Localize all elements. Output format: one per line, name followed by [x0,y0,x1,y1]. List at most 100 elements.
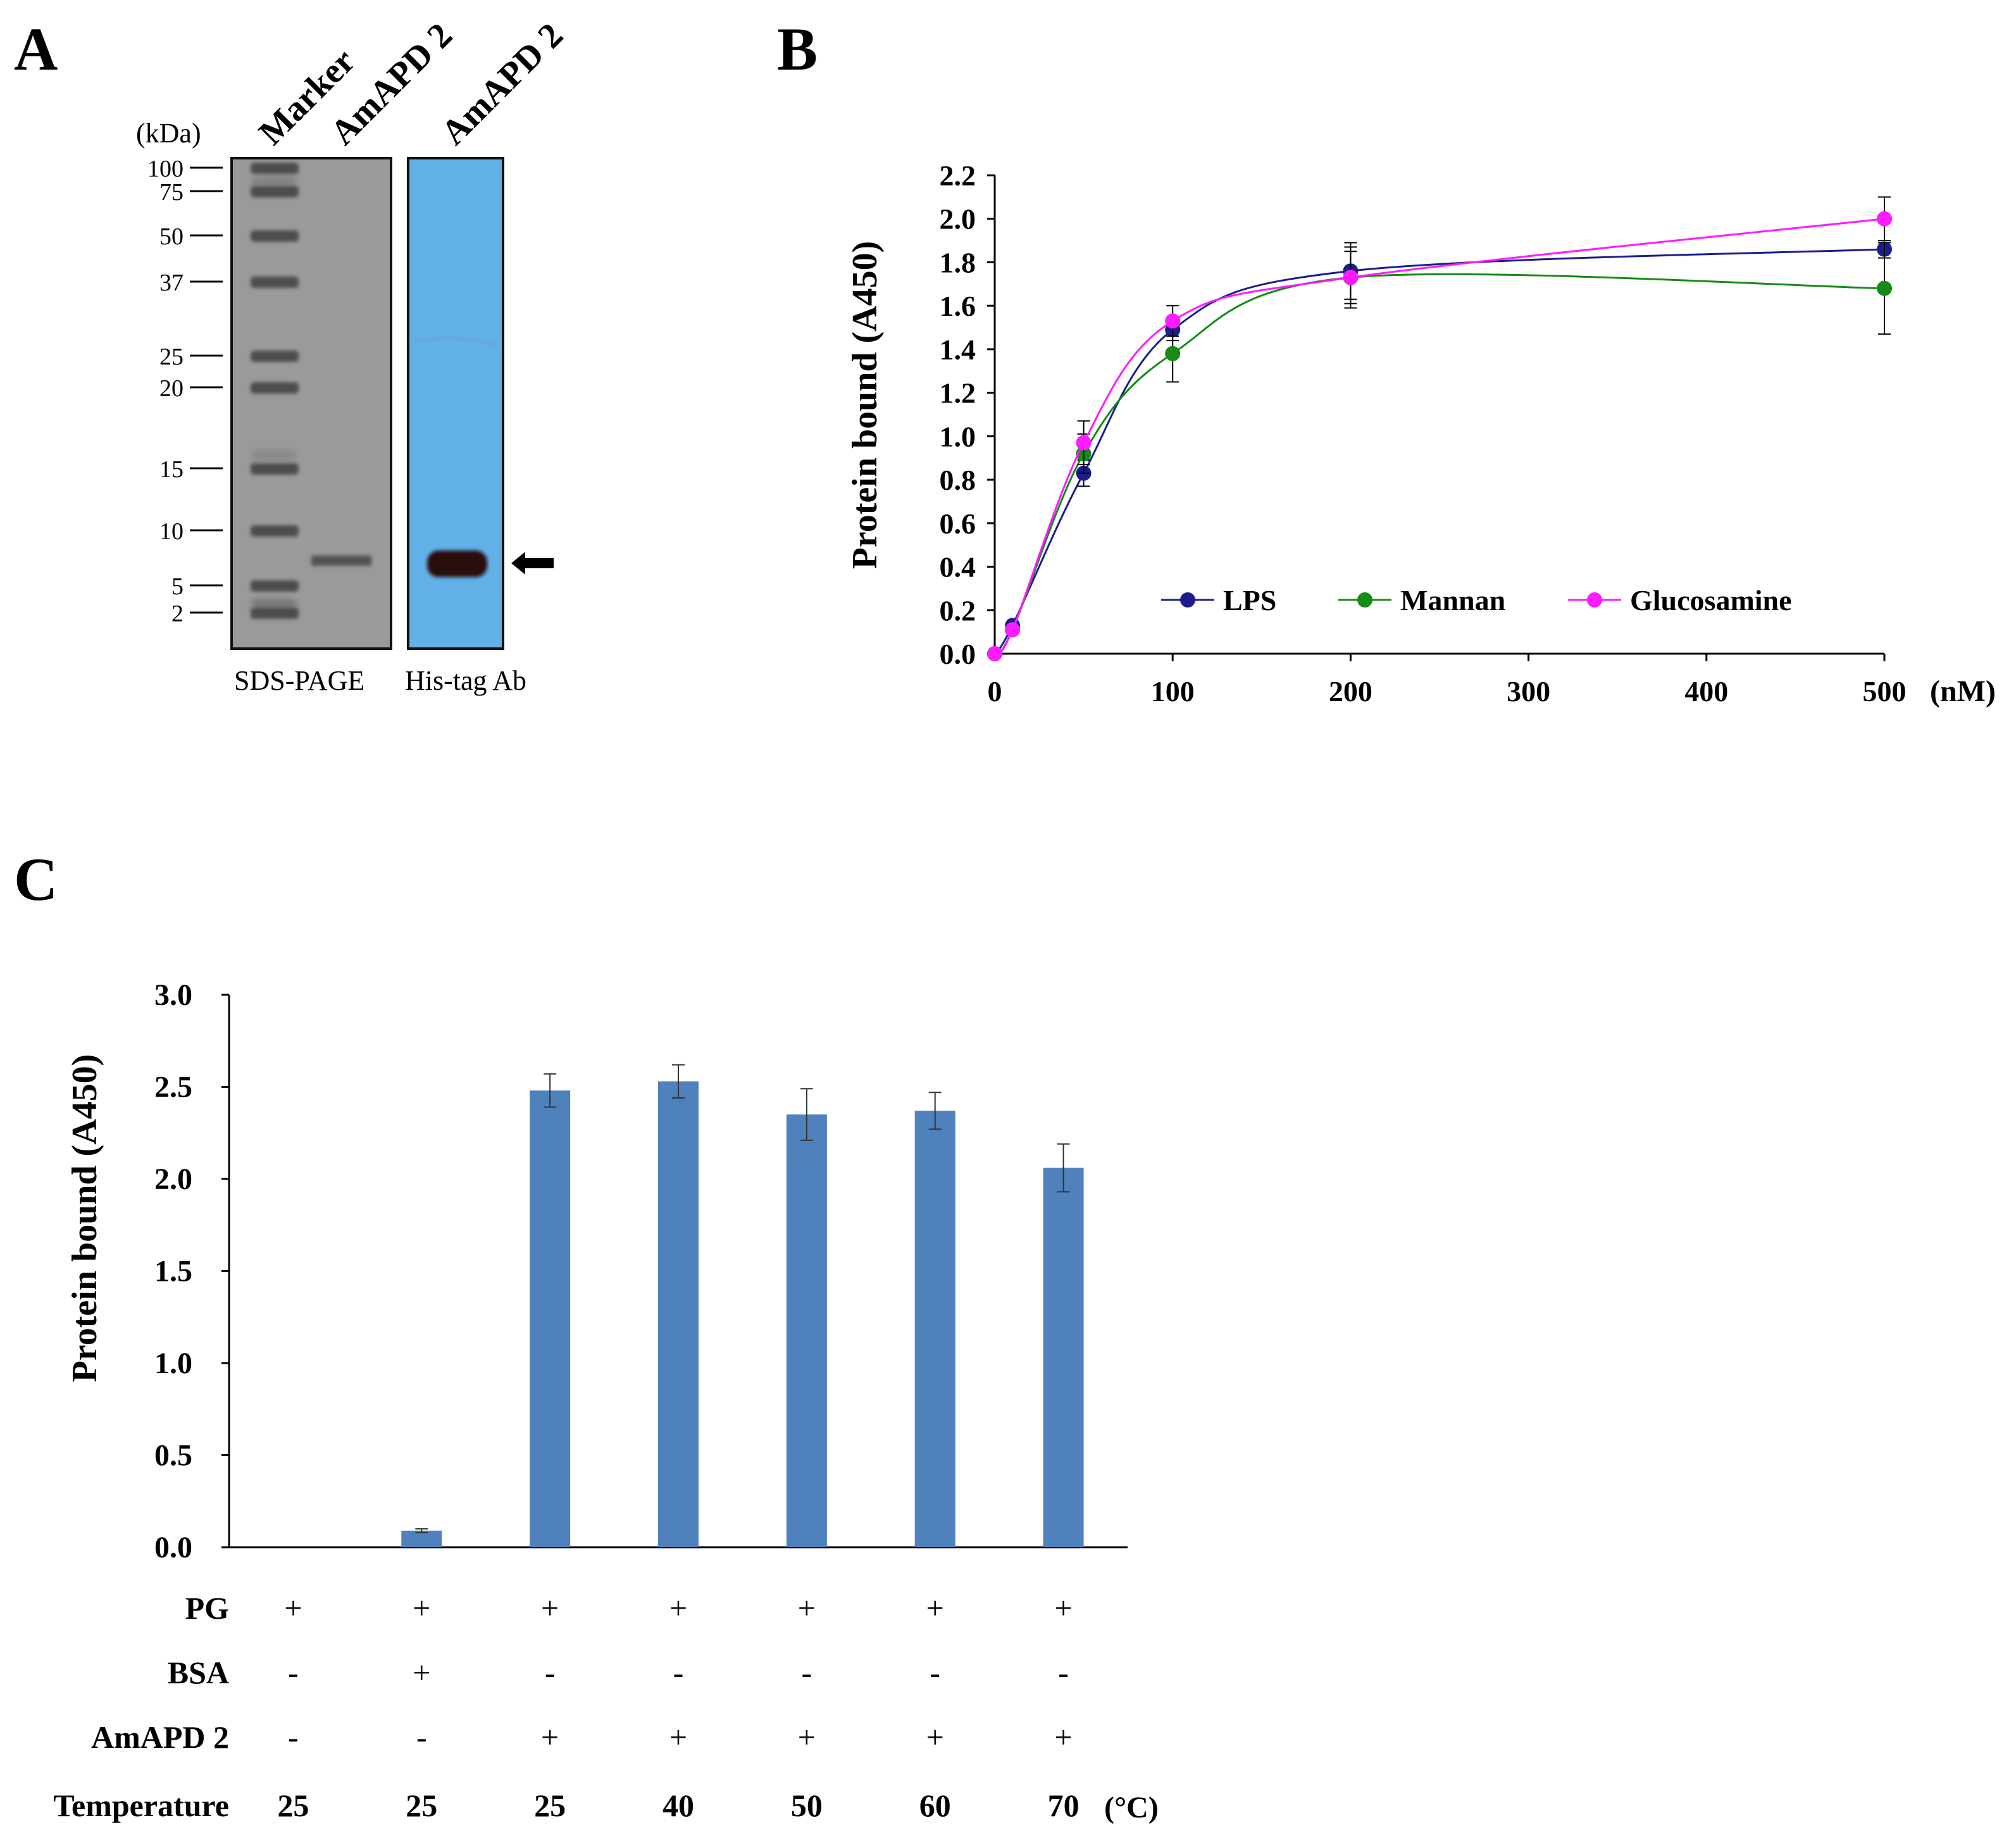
chart-b-ytick-label: 1.0 [940,420,976,452]
chart-b-ytick-label: 2.2 [940,159,976,192]
membrane-smear [414,337,497,347]
sample-band-western [427,551,487,577]
ladder-label-100: 100 [147,156,184,182]
data-point-mannan [1165,346,1181,361]
marker-band-faint [252,451,296,459]
condition-cell: 25 [277,1788,309,1823]
condition-cell: + [541,1719,559,1755]
sample-band-sds [311,556,371,566]
condition-cell: 25 [406,1788,437,1823]
condition-cell: - [545,1655,556,1690]
lane-label-sample-western: AmAPD 2 [433,16,571,153]
bar [658,1081,699,1547]
condition-cell: 60 [919,1788,951,1823]
error-bar [415,1528,428,1533]
marker-band-faint [252,177,296,186]
chart-b-xtick-label: 100 [1151,675,1195,707]
data-point-glucosamine [1076,435,1092,451]
chart-c-ytick-label: 2.0 [154,1162,192,1196]
condition-row-amapd-2: AmAPD 2 - - + + + + + [91,1719,1073,1755]
marker-band [251,351,299,362]
ladder-label-50: 50 [159,223,184,250]
condition-cell: - [673,1655,684,1690]
left-arrow-icon [511,552,554,575]
kda-unit-label: (kDa) [136,118,201,149]
condition-row-label: BSA [168,1655,229,1690]
condition-cell: - [930,1655,940,1690]
condition-row-label: AmAPD 2 [91,1719,229,1755]
data-point-glucosamine [1877,211,1892,227]
marker-band [251,463,299,475]
panel-a: A Marker AmAPD 2 AmAPD 2 (kDa) 100755037… [14,15,571,696]
data-point-glucosamine [1343,270,1359,285]
chart-b-xtick-label: 400 [1684,675,1728,707]
legend-item-glucosamine: Glucosamine [1568,584,1792,616]
marker-band [251,580,299,592]
condition-cell: + [541,1590,559,1626]
chart-b-ytick-label: 1.8 [940,246,976,278]
condition-table: PG + + + + + + + BSA - + - - - - - AmAPD 2 - - + + + + + Tempera… [53,1590,1079,1823]
condition-cell: - [288,1719,299,1755]
condition-cell: + [926,1590,944,1626]
condition-cell: + [413,1590,430,1626]
bar-group [658,1064,699,1547]
ladder-label-5: 5 [171,573,184,600]
chart-c-ytick-label: 0.5 [154,1439,192,1473]
bar [786,1114,827,1547]
legend-marker [1587,592,1602,608]
chart-b-ytick-label: 0.2 [940,594,976,626]
legend-item-mannan: Mannan [1338,584,1505,616]
panel-a-letter: A [14,15,58,83]
chart-c-ytick-label: 0.0 [154,1531,192,1564]
condition-row-bsa: BSA - + - - - - - [168,1655,1069,1690]
legend-label: LPS [1223,584,1276,616]
marker-band [251,230,299,242]
ladder-label-20: 20 [159,375,184,402]
chart-b-xtick-label: 500 [1863,675,1907,707]
error-bar [800,1088,813,1141]
chart-b-x-ticks: 0 100 200 300 400 500 [988,654,1907,707]
condition-row-temperature: Temperature 25 25 25 40 50 60 70 [53,1788,1079,1823]
marker-band [251,186,299,197]
condition-cell: + [926,1719,944,1755]
legend-marker [1180,592,1195,608]
bar [914,1111,955,1547]
chart-b-ytick-label: 0.6 [940,508,976,540]
chart-b-ytick-label: 1.2 [940,377,976,409]
chart-c-y-ticks: 0.0 0.5 1.0 1.5 2.0 2.5 3.0 [154,978,229,1564]
chart-c-ytick-label: 3.0 [154,978,192,1012]
bar-group [530,1073,571,1547]
bar [530,1090,571,1547]
error-bar [672,1064,685,1099]
ladder-label-25: 25 [159,344,184,370]
data-point-glucosamine [1165,313,1181,329]
condition-row-label: PG [185,1590,229,1626]
condition-row-pg: PG + + + + + + + [185,1590,1073,1626]
error-bar [1057,1143,1070,1193]
bar [401,1530,442,1547]
error-bar [544,1073,557,1108]
marker-band [251,525,299,537]
chart-b-xtick-label: 200 [1329,675,1372,707]
chart-b-ytick-label: 1.4 [940,333,976,366]
condition-row-label: Temperature [53,1788,229,1823]
legend-marker [1357,592,1372,608]
condition-cell: 50 [791,1788,823,1823]
chart-b-legend: LPS Mannan Glucosamine [1161,584,1792,616]
chart-b-ytick-label: 0.0 [940,638,976,670]
chart-c-bars [401,1064,1084,1547]
condition-cell: + [669,1590,687,1626]
condition-cell: - [1058,1655,1069,1690]
chart-c-ylabel: Protein bound (A450) [65,1054,104,1383]
ladder-label-2: 2 [171,601,184,627]
data-point-glucosamine [1005,622,1021,638]
condition-cell: + [1054,1719,1072,1755]
marker-band [251,163,299,174]
gel-label-sds-page: SDS-PAGE [234,665,364,696]
chart-b-ytick-label: 1.6 [940,290,976,322]
condition-cell: - [288,1655,299,1690]
legend-label: Mannan [1400,584,1505,616]
chart-b-x-unit: (nM) [1930,675,1996,708]
chart-b-series [987,196,1892,661]
